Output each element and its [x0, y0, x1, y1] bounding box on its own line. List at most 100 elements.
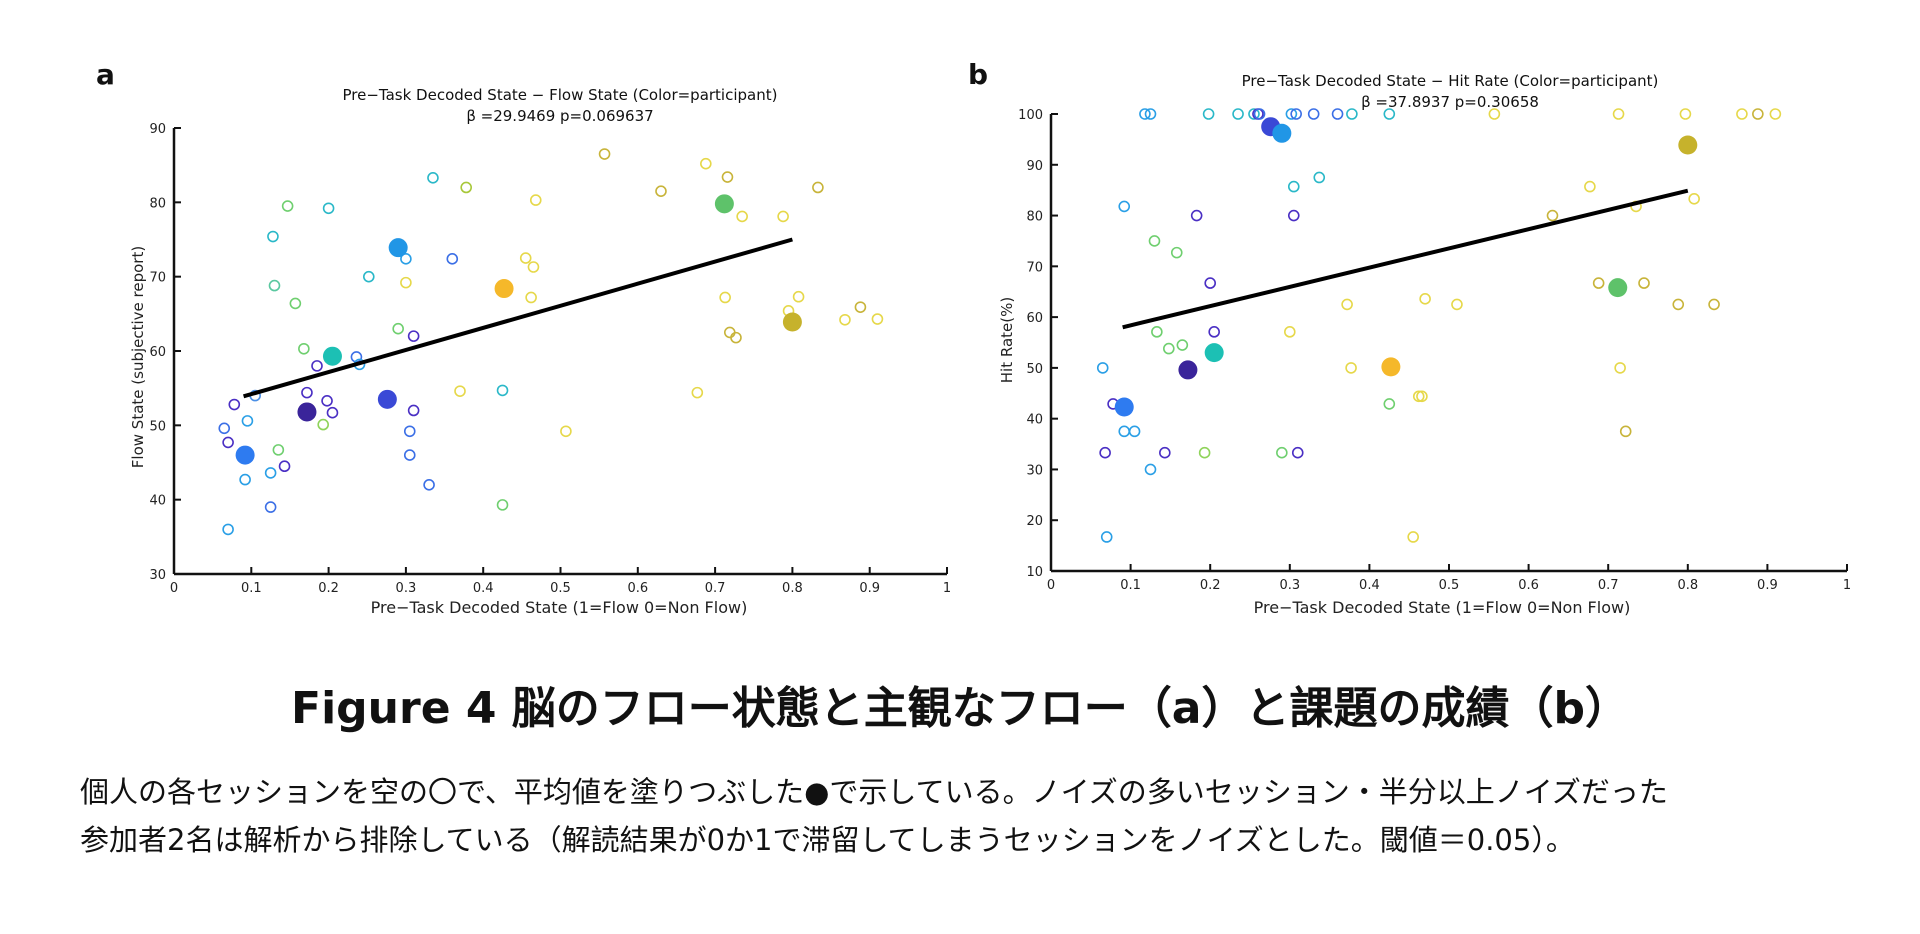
session-point — [854, 301, 867, 313]
session-point — [228, 398, 241, 411]
session-point — [264, 501, 277, 513]
x-tick-label: 0 — [170, 581, 178, 596]
session-point — [301, 386, 313, 399]
session-point — [1118, 200, 1131, 213]
participant-mean-point — [388, 238, 408, 258]
x-tick-label: 0.1 — [241, 581, 262, 596]
session-point — [598, 148, 611, 160]
session-point — [1176, 339, 1189, 351]
session-point — [519, 252, 532, 264]
session-point — [268, 279, 281, 292]
y-tick-label: 80 — [149, 196, 166, 211]
session-point — [362, 270, 375, 283]
session-point — [264, 467, 277, 479]
session-point — [721, 171, 734, 183]
session-point — [1099, 446, 1111, 459]
participant-mean-point — [297, 402, 317, 422]
plot-marks — [218, 148, 884, 536]
session-point — [1118, 425, 1131, 438]
session-point — [1100, 531, 1113, 543]
session-point — [321, 395, 333, 407]
x-tick-label: 0.5 — [1439, 578, 1460, 593]
session-point — [871, 313, 884, 325]
participant-mean-point — [322, 346, 342, 366]
session-point — [239, 473, 251, 486]
x-tick-label: 0.6 — [1518, 578, 1539, 593]
session-point — [1592, 277, 1605, 289]
panel-b: b Pre−Task Decoded State − Hit Rate (Col… — [968, 58, 1851, 617]
session-point — [392, 322, 404, 335]
session-point — [1204, 277, 1216, 289]
session-point — [730, 331, 742, 344]
participant-mean-point — [1114, 397, 1134, 417]
session-point — [1488, 108, 1501, 120]
chart-title: Pre−Task Decoded State − Hit Rate (Color… — [1242, 72, 1659, 90]
session-point — [1202, 108, 1215, 120]
session-point — [222, 436, 234, 449]
session-point — [1291, 446, 1304, 459]
session-point — [1638, 277, 1650, 289]
participant-mean-point — [235, 445, 255, 465]
axes: 0 0.1 0.2 0.3 0.4 0.5 0.6 0.7 0.8 0.9 1 30 40 50 60 70 8… — [149, 122, 951, 596]
session-point — [1284, 326, 1296, 338]
session-point — [839, 313, 851, 326]
participant-mean-point — [714, 194, 734, 214]
session-point — [812, 181, 824, 194]
session-point — [1163, 342, 1175, 355]
session-point — [322, 202, 335, 215]
session-point — [1170, 246, 1183, 259]
session-point — [289, 297, 302, 310]
x-tick-label: 0.1 — [1120, 578, 1141, 593]
x-tick-label: 0.3 — [396, 581, 417, 596]
session-point — [1688, 192, 1700, 205]
y-tick-label: 50 — [149, 419, 166, 434]
participant-mean-point — [377, 389, 397, 409]
y-tick-label: 50 — [1026, 362, 1043, 377]
x-tick-label: 0.3 — [1279, 578, 1300, 593]
x-tick-label: 0.2 — [1200, 578, 1221, 593]
session-point — [272, 444, 285, 456]
session-point — [529, 194, 542, 206]
session-point — [400, 276, 412, 289]
session-point — [527, 261, 540, 273]
session-point — [496, 384, 509, 397]
session-point — [1248, 108, 1260, 120]
session-point — [723, 326, 736, 339]
session-point — [407, 330, 420, 342]
session-point — [1672, 298, 1685, 311]
x-tick-label: 0.6 — [627, 581, 648, 596]
session-point — [1144, 463, 1157, 476]
y-axis-label: Hit Rate(%) — [998, 297, 1016, 383]
session-point — [1287, 209, 1300, 222]
panel-label-b: b — [968, 58, 988, 91]
session-point — [1614, 362, 1626, 374]
session-point — [403, 425, 416, 438]
session-point — [298, 342, 310, 355]
y-tick-label: 90 — [149, 122, 166, 137]
session-point — [1139, 108, 1151, 120]
x-axis-label: Pre−Task Decoded State (1=Flow 0=Non Flo… — [1254, 598, 1631, 617]
session-point — [1285, 108, 1298, 120]
session-point — [655, 185, 667, 197]
session-point — [1769, 108, 1782, 120]
session-point — [350, 351, 363, 363]
x-tick-label: 0.8 — [1677, 578, 1698, 593]
y-tick-label: 30 — [1026, 463, 1043, 478]
session-point — [1313, 171, 1326, 184]
y-tick-label: 70 — [149, 271, 166, 286]
session-point — [1383, 108, 1396, 120]
session-point — [326, 406, 339, 419]
session-point — [423, 478, 435, 491]
x-tick-label: 0.5 — [550, 581, 571, 596]
x-axis-label: Pre−Task Decoded State (1=Flow 0=Non Flo… — [371, 598, 748, 617]
participant-mean-point — [1178, 360, 1198, 380]
y-tick-label: 40 — [1026, 413, 1043, 428]
session-point — [1151, 326, 1163, 338]
y-tick-label: 60 — [1026, 311, 1043, 326]
session-point — [267, 230, 279, 243]
session-point — [278, 460, 291, 473]
participant-mean-point — [1381, 357, 1401, 377]
session-point — [1253, 108, 1266, 120]
regression-line — [1122, 188, 1689, 330]
session-point — [1331, 108, 1344, 120]
